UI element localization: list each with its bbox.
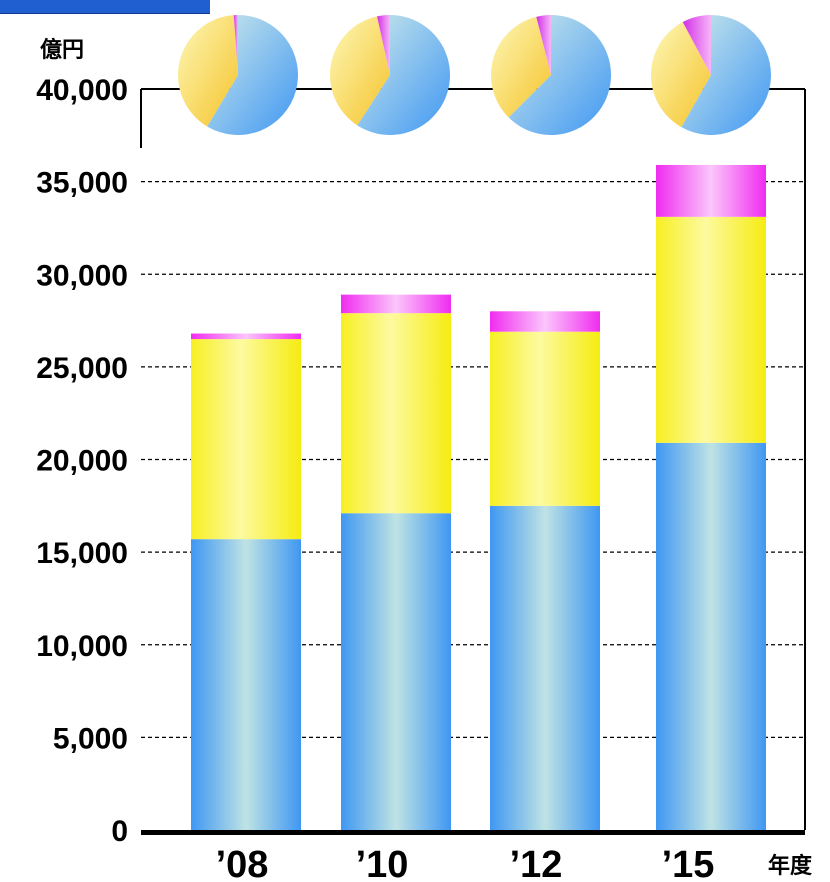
- pie-chart: [651, 15, 772, 135]
- pie-chart: [330, 15, 450, 135]
- bar-segment: [490, 331, 600, 506]
- y-tick-label: 20,000: [36, 445, 128, 478]
- x-axis-baseline: [141, 830, 805, 835]
- x-tick-label: ’12: [510, 844, 563, 882]
- x-tick-label: ’08: [216, 844, 269, 882]
- header-tab: [0, 0, 210, 14]
- y-tick-label: 15,000: [36, 537, 128, 570]
- bar-segment: [341, 313, 451, 514]
- pie-slice: [177, 15, 238, 127]
- x-tick-labels: ’08 ’10 ’12 ’15: [216, 844, 715, 882]
- bar-segment: [341, 294, 451, 314]
- pie-slice: [357, 15, 450, 135]
- pie-slice: [508, 15, 612, 135]
- x-axis-unit-label: 年度: [768, 853, 813, 879]
- pie-slice: [491, 16, 551, 118]
- y-tick-label: 35,000: [36, 167, 128, 200]
- x-tick-label: ’10: [356, 844, 409, 882]
- pie-chart: [491, 15, 612, 135]
- bar-segment: [656, 216, 766, 443]
- bar-segment: [191, 339, 301, 540]
- bar-segment: [191, 539, 301, 830]
- y-tick-label: 0: [111, 815, 128, 848]
- pie-slice: [682, 15, 711, 75]
- y-tick-label: 40,000: [36, 74, 128, 107]
- pie-slice: [233, 15, 238, 75]
- pie-chart: [177, 15, 298, 135]
- pie-slice: [651, 22, 711, 128]
- bar-segment: [656, 164, 766, 217]
- y-tick-label: 10,000: [36, 630, 128, 663]
- pie-slice: [207, 15, 298, 135]
- bar-segment: [490, 311, 600, 332]
- bar-segment: [341, 513, 451, 830]
- y-tick-label: 25,000: [36, 352, 128, 385]
- y-tick-label: 5,000: [53, 722, 128, 755]
- x-tick-label: ’15: [662, 844, 715, 882]
- y-tick-label: 30,000: [36, 259, 128, 292]
- bar-segment: [656, 442, 766, 830]
- pie-slice: [536, 15, 551, 75]
- pie-charts: [177, 15, 772, 135]
- pie-slice: [330, 16, 390, 126]
- y-tick-labels: 0 5,000 10,000 15,000 20,000 25,000 30,000 35,0…: [36, 74, 128, 848]
- bar-segment: [191, 333, 301, 340]
- pie-slice: [681, 15, 772, 135]
- pie-slice: [377, 15, 390, 75]
- y-axis-unit-label: 億円: [40, 37, 84, 63]
- bars: [191, 164, 766, 830]
- bar-segment: [490, 505, 600, 830]
